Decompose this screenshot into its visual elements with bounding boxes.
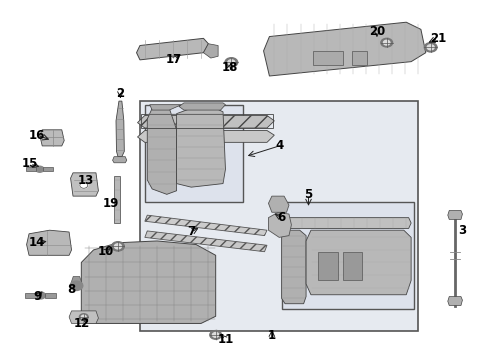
- Text: 10: 10: [98, 245, 114, 258]
- Bar: [142, 114, 273, 128]
- Bar: [318, 252, 338, 280]
- Polygon shape: [70, 276, 83, 286]
- Text: 1: 1: [268, 329, 276, 342]
- Text: 18: 18: [222, 60, 239, 73]
- Bar: [314, 51, 343, 65]
- Circle shape: [381, 39, 392, 47]
- Bar: [282, 202, 414, 309]
- Circle shape: [36, 292, 46, 299]
- Bar: [145, 105, 243, 202]
- Polygon shape: [145, 231, 267, 252]
- Polygon shape: [138, 116, 274, 128]
- Polygon shape: [269, 196, 289, 212]
- Circle shape: [80, 183, 88, 188]
- Polygon shape: [138, 131, 274, 142]
- Bar: [114, 176, 121, 223]
- Circle shape: [36, 166, 44, 172]
- Text: 8: 8: [68, 283, 75, 296]
- Polygon shape: [116, 101, 124, 157]
- Text: 13: 13: [78, 174, 95, 186]
- Polygon shape: [137, 39, 208, 60]
- Text: 17: 17: [166, 53, 182, 66]
- Polygon shape: [81, 241, 216, 323]
- Polygon shape: [306, 230, 411, 295]
- Polygon shape: [25, 293, 37, 298]
- Polygon shape: [40, 130, 64, 146]
- Circle shape: [384, 40, 390, 45]
- Circle shape: [210, 330, 221, 339]
- Polygon shape: [147, 108, 176, 194]
- Polygon shape: [145, 215, 267, 235]
- Text: 12: 12: [73, 317, 90, 330]
- Polygon shape: [179, 103, 225, 110]
- Circle shape: [70, 281, 83, 291]
- Polygon shape: [150, 105, 181, 110]
- Text: 2: 2: [116, 87, 124, 100]
- Polygon shape: [113, 157, 127, 163]
- Text: 7: 7: [187, 225, 196, 238]
- Text: 6: 6: [277, 211, 286, 224]
- Polygon shape: [69, 311, 98, 323]
- Polygon shape: [283, 218, 411, 228]
- Text: 15: 15: [22, 157, 38, 170]
- Bar: [352, 51, 367, 65]
- Circle shape: [427, 45, 434, 50]
- Bar: [343, 252, 362, 280]
- Polygon shape: [26, 167, 36, 171]
- Polygon shape: [203, 44, 218, 58]
- Polygon shape: [43, 167, 53, 171]
- Polygon shape: [448, 297, 463, 306]
- Circle shape: [115, 244, 122, 249]
- Polygon shape: [264, 22, 426, 76]
- Text: 5: 5: [304, 188, 313, 201]
- Circle shape: [424, 42, 437, 52]
- Polygon shape: [282, 230, 306, 304]
- Text: 3: 3: [458, 224, 466, 237]
- Polygon shape: [71, 173, 98, 196]
- Circle shape: [112, 242, 124, 251]
- Text: 4: 4: [275, 139, 283, 152]
- Text: 20: 20: [369, 25, 385, 38]
- Polygon shape: [26, 230, 72, 255]
- Circle shape: [225, 58, 238, 67]
- Bar: [140, 101, 418, 330]
- Polygon shape: [45, 293, 56, 298]
- Circle shape: [228, 60, 235, 65]
- Polygon shape: [448, 211, 463, 220]
- Text: 21: 21: [430, 32, 446, 45]
- Circle shape: [79, 314, 88, 320]
- Text: 16: 16: [29, 129, 46, 142]
- Polygon shape: [269, 212, 292, 237]
- Text: 11: 11: [218, 333, 234, 346]
- Text: 9: 9: [33, 290, 42, 303]
- Polygon shape: [176, 108, 225, 187]
- Circle shape: [81, 315, 86, 319]
- Text: 14: 14: [29, 236, 46, 249]
- Text: 19: 19: [102, 197, 119, 210]
- Circle shape: [213, 333, 219, 337]
